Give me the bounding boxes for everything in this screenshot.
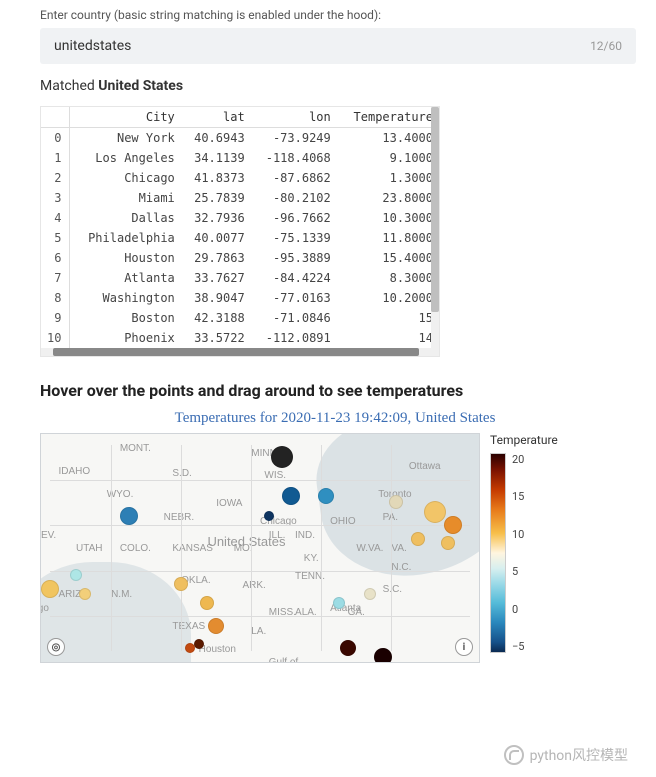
watermark: python风控模型 xyxy=(504,745,628,765)
column-header: Temperature xyxy=(337,107,439,128)
vertical-scrollbar[interactable] xyxy=(431,107,439,348)
map-region-label: KANSAS xyxy=(172,543,213,554)
map-region-label: IDAHO xyxy=(59,466,91,477)
colorbar-tick: 0 xyxy=(512,603,524,616)
map-region-label: ILL. xyxy=(269,530,286,541)
map-region-label: MO. xyxy=(234,543,253,554)
colorbar-tick: 10 xyxy=(512,528,524,541)
table-row: 1Los Angeles34.1139-118.40689.1000 xyxy=(41,148,439,168)
map-region-label: KY. xyxy=(304,553,319,564)
table-row: 4Dallas32.7936-96.766210.3000 xyxy=(41,208,439,228)
colorbar-tick: −5 xyxy=(512,640,524,653)
matched-country: United States xyxy=(98,78,183,94)
matched-line: Matched United States xyxy=(40,78,636,94)
map-point[interactable] xyxy=(271,446,293,468)
map-point[interactable] xyxy=(70,569,82,581)
map-region-label: N.M. xyxy=(111,589,132,600)
map-region-label: Ottawa xyxy=(409,461,441,472)
horizontal-scrollbar[interactable] xyxy=(41,348,439,356)
map-region-label: UTAH xyxy=(76,543,102,554)
map-point[interactable] xyxy=(194,639,204,649)
map-point[interactable] xyxy=(389,495,403,509)
table-row: 8Washington38.9047-77.016310.2000 xyxy=(41,288,439,308)
map-point[interactable] xyxy=(364,588,376,600)
map-title: Temperatures for 2020-11-23 19:42:09, Un… xyxy=(40,410,630,427)
map-region-label: IOWA xyxy=(216,498,242,509)
column-header: lon xyxy=(251,107,337,128)
map-point[interactable] xyxy=(444,516,462,534)
map-point[interactable] xyxy=(282,487,300,505)
column-header: City xyxy=(70,107,181,128)
map-region-label: ARK. xyxy=(242,580,265,591)
map-point[interactable] xyxy=(264,511,274,521)
attribution-icon[interactable]: ◎ xyxy=(47,638,65,656)
colorbar-tick: 15 xyxy=(512,490,524,503)
map-point[interactable] xyxy=(411,532,425,546)
map-region-label: LA. xyxy=(251,626,266,637)
map-region-label: Gulf of xyxy=(269,657,298,663)
map-region-label: W.VA. xyxy=(356,543,383,554)
map-point[interactable] xyxy=(79,588,91,600)
colorbar-tick: 20 xyxy=(512,453,524,466)
table-row: 10Phoenix33.5722-112.089114 xyxy=(41,328,439,348)
country-input-value: unitedstates xyxy=(54,38,131,54)
map-region-label: VA. xyxy=(391,543,406,554)
prompt-label: Enter country (basic string matching is … xyxy=(40,8,636,22)
table-row: 9Boston42.3188-71.084615 xyxy=(41,308,439,328)
map-point[interactable] xyxy=(374,648,392,663)
map-point[interactable] xyxy=(340,640,356,656)
map-point[interactable] xyxy=(185,643,195,653)
map-canvas[interactable]: United States ◎ i MONT.MINN.IDAHOS.D.WIS… xyxy=(40,433,480,663)
map-point[interactable] xyxy=(174,577,188,591)
map-region-label: Houston xyxy=(199,644,236,655)
map-region-label: IND. xyxy=(295,530,315,541)
map-region-label: TEXAS xyxy=(172,621,205,632)
map-region-label: COLO. xyxy=(120,543,151,554)
map-region-label: NEBR. xyxy=(164,512,195,523)
table-row: 2Chicago41.8373-87.68621.3000 xyxy=(41,168,439,188)
colorbar-title: Temperature xyxy=(490,433,558,447)
table-row: 6Houston29.7863-95.388915.4000 xyxy=(41,248,439,268)
map-point[interactable] xyxy=(200,596,214,610)
map-region-label: MONT. xyxy=(120,443,151,454)
watermark-text: python风控模型 xyxy=(530,745,628,765)
map-point[interactable] xyxy=(333,597,345,609)
info-icon[interactable]: i xyxy=(455,638,473,656)
table-row: 7Atlanta33.7627-84.42248.3000 xyxy=(41,268,439,288)
matched-prefix: Matched xyxy=(40,78,98,94)
colorbar-tick: 5 xyxy=(512,565,524,578)
dataframe-table: CitylatlonTemperature 0New York40.6943-7… xyxy=(40,106,440,357)
colorbar-legend: Temperature 20 15 10 5 0 −5 xyxy=(490,433,590,663)
map-region-label: EV. xyxy=(41,530,56,541)
char-count: 12/60 xyxy=(590,39,622,53)
column-header: lat xyxy=(181,107,251,128)
map-point[interactable] xyxy=(208,618,224,634)
table-row: 0New York40.6943-73.924913.4000 xyxy=(41,128,439,149)
map-point[interactable] xyxy=(441,536,455,550)
map-chart: Temperatures for 2020-11-23 19:42:09, Un… xyxy=(40,410,630,663)
map-point[interactable] xyxy=(41,580,59,598)
map-region-label: ago xyxy=(40,603,49,614)
hover-title: Hover over the points and drag around to… xyxy=(40,381,636,400)
map-point[interactable] xyxy=(318,488,334,504)
map-point[interactable] xyxy=(424,501,446,523)
table-row: 5Philadelphia40.0077-75.133911.8000 xyxy=(41,228,439,248)
map-point[interactable] xyxy=(120,507,138,525)
table-row: 3Miami25.7839-80.210223.8000 xyxy=(41,188,439,208)
map-region-label: PA. xyxy=(383,512,398,523)
colorbar xyxy=(490,453,506,653)
wechat-icon xyxy=(504,745,524,765)
country-input[interactable]: unitedstates 12/60 xyxy=(40,28,636,64)
